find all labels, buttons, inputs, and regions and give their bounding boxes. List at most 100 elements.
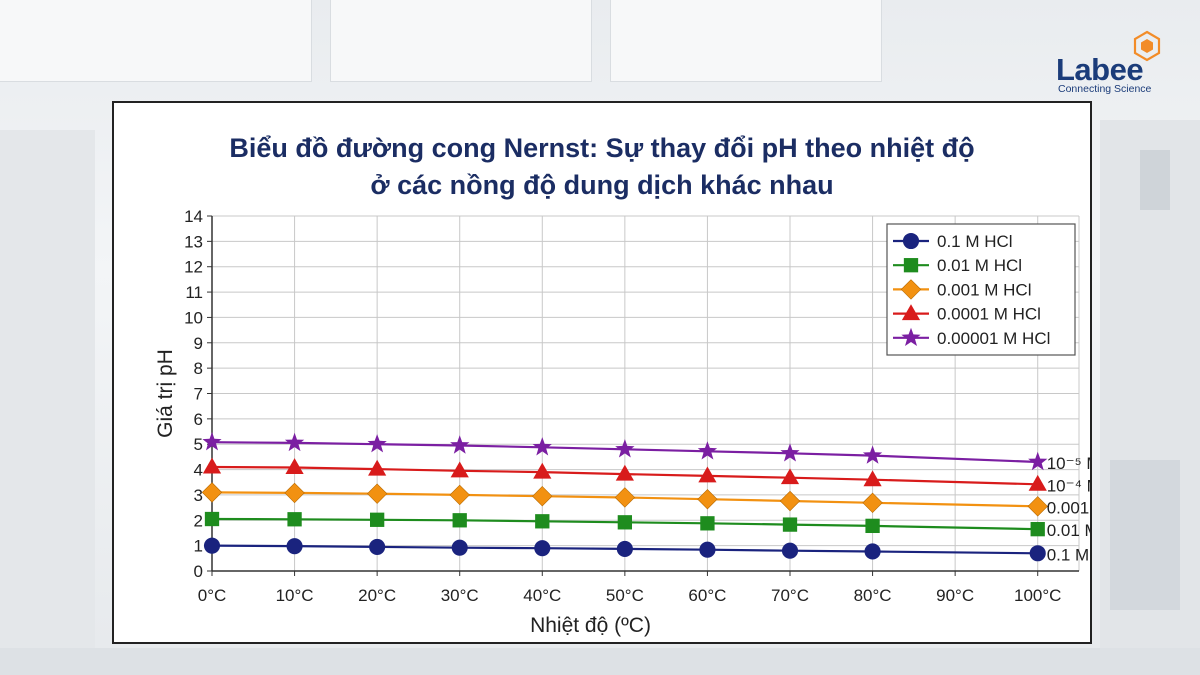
data-point [369,538,386,555]
y-tick-label: 13 [184,232,203,251]
data-point [369,512,385,527]
x-tick-label: 30°C [441,586,479,605]
x-tick-label: 60°C [688,586,726,605]
y-tick-label: 4 [194,461,203,480]
data-point [779,490,801,512]
hexagon-logo-icon [1133,30,1161,62]
y-tick-label: 8 [194,359,203,378]
data-point [864,543,881,560]
data-point [615,464,634,481]
legend-label: 0.0001 M HCl [937,305,1041,324]
legend-marker [902,232,920,250]
x-tick-label: 10°C [276,586,314,605]
legend-label: 0.00001 M HCl [937,329,1050,348]
y-tick-label: 7 [194,385,203,404]
data-point [449,484,470,506]
x-tick-label: 50°C [606,586,644,605]
y-tick-label: 10 [184,308,203,327]
data-point [367,434,387,453]
data-point [862,445,883,464]
data-point [201,482,223,503]
y-tick-label: 11 [185,283,203,302]
data-point [450,435,470,454]
data-point [615,439,635,458]
data-point [284,432,305,452]
data-point [366,483,388,504]
data-point [697,489,718,510]
legend-label: 0.1 M HCl [937,232,1013,251]
x-tick-label: 20°C [358,586,396,605]
data-point [532,437,552,456]
x-tick-label: 40°C [523,586,561,605]
data-point [780,443,800,462]
series-line-4 [211,441,1038,464]
data-point [203,537,221,554]
legend-marker [901,304,921,321]
chart-title-line-1: Biểu đồ đường cong Nernst: Sự thay đổi p… [229,133,975,163]
x-tick-label: 90°C [936,586,974,605]
series-end-label: 0.001 M [1047,498,1090,517]
y-tick-label: 3 [194,486,203,505]
series-end-label: 0.1 M [1047,545,1090,564]
data-point [865,518,880,534]
data-point [699,541,716,558]
data-point [1027,496,1048,517]
legend-marker [901,327,921,346]
data-point [1028,451,1048,471]
data-point [285,458,304,475]
data-point [862,492,883,513]
legend-marker [900,279,922,300]
data-point [616,540,633,557]
series-line-0 [211,544,1038,555]
x-tick-label: 0°C [198,586,227,605]
chart-title-line-2: ở các nồng độ dung dịch khác nhau [370,170,834,200]
data-point [451,539,468,556]
chart-card: Biểu đồ đường cong Nernst: Sự thay đổi p… [112,101,1092,644]
data-point [204,511,220,527]
y-tick-label: 5 [194,435,203,454]
data-point [863,470,882,487]
data-point [202,432,222,451]
data-point [452,513,467,528]
data-point [287,512,302,527]
data-point [698,466,717,483]
data-point [1028,474,1047,491]
data-point [535,514,550,529]
y-tick-label: 9 [194,334,203,353]
y-tick-label: 6 [194,410,203,429]
data-point [781,542,799,559]
legend-label: 0.001 M HCl [937,280,1031,299]
y-tick-label: 12 [184,258,203,277]
data-point [534,540,551,557]
data-point [368,459,387,476]
y-tick-label: 1 [194,537,203,556]
data-point [202,457,222,474]
series-end-label: 10⁻⁴ M [1047,476,1090,495]
x-tick-label: 80°C [854,586,892,605]
data-point [1030,522,1045,537]
data-point [697,441,718,460]
data-point [614,487,636,508]
data-point [780,468,800,485]
data-point [700,516,715,531]
x-tick-label: 100°C [1014,586,1061,605]
y-tick-label: 14 [184,207,203,226]
brand-name: Labee [1056,52,1144,87]
brand-logo: Labee Connecting Science [1052,30,1172,100]
legend-marker [903,258,919,273]
data-point [286,538,303,555]
y-tick-label: 0 [194,562,203,581]
legend-label: 0.01 M HCl [937,256,1022,275]
data-point [782,517,798,532]
series-end-label: 0.01 M [1047,521,1090,540]
data-point [532,486,553,507]
y-axis-title: Giá trị pH [154,349,177,438]
x-axis-title: Nhiệt độ (ºC) [530,614,651,637]
data-point [617,515,633,530]
x-tick-label: 70°C [771,586,809,605]
series-line-3 [211,465,1038,486]
data-point [1029,545,1046,562]
brand-tagline: Connecting Science [1058,83,1152,95]
